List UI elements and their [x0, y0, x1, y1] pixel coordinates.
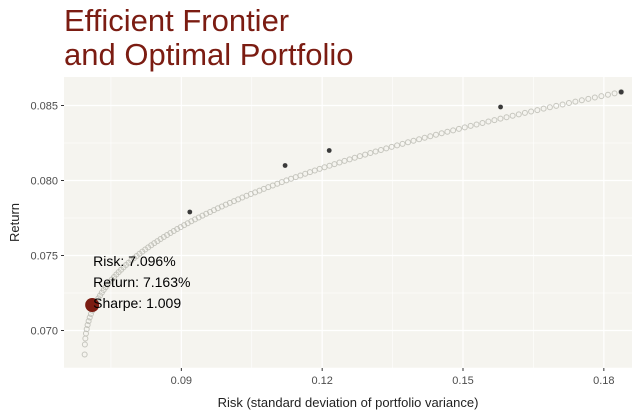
frontier-point: [421, 134, 428, 141]
frontier-point: [611, 90, 618, 97]
frontier-point: [534, 107, 541, 114]
chart-title-line-1: Efficient Frontier: [64, 3, 290, 38]
frontier-point: [85, 318, 92, 325]
frontier-point: [491, 117, 498, 124]
x-axis-title: Risk (standard deviation of portfolio va…: [218, 395, 479, 410]
y-tick-label: 0.080: [30, 176, 58, 188]
frontier-point: [553, 102, 560, 109]
highlighted-point: [187, 209, 193, 215]
chart-title-line-2: and Optimal Portfolio: [64, 37, 354, 72]
frontier-point: [86, 314, 93, 321]
highlighted-point: [618, 89, 624, 95]
frontier-point: [399, 140, 406, 147]
frontier-point: [515, 111, 522, 118]
frontier-point: [367, 150, 374, 157]
optimal-portfolio-point: [85, 298, 100, 312]
frontier-point: [432, 131, 439, 138]
frontier-point: [521, 109, 528, 116]
x-tick-label: 0.15: [452, 375, 473, 387]
frontier-point: [497, 115, 504, 122]
frontier-point: [455, 125, 462, 132]
frontier-point: [444, 128, 451, 135]
x-tick-label: 0.18: [593, 375, 614, 387]
x-tick-label: 0.12: [311, 375, 332, 387]
y-axis-ticks: 0.070 0.075 0.080 0.085: [30, 101, 64, 338]
frontier-point: [83, 326, 90, 333]
annotation-risk: Risk: 7.096%: [93, 253, 175, 269]
frontier-point: [356, 153, 363, 160]
frontier-point: [362, 151, 369, 158]
frontier-point: [585, 95, 592, 102]
frontier-point: [81, 341, 88, 348]
frontier-point: [341, 157, 348, 164]
frontier-point: [503, 114, 510, 121]
highlighted-point: [498, 104, 503, 110]
frontier-point: [405, 139, 411, 146]
highlighted-point: [282, 163, 288, 168]
frontier-point: [528, 108, 535, 115]
grid-major: [64, 77, 632, 368]
annotation-sharpe: Sharpe: 1.009: [93, 295, 181, 311]
y-tick-label: 0.085: [30, 101, 58, 113]
frontier-point: [410, 137, 417, 144]
frontier-point: [565, 100, 572, 107]
frontier-point: [479, 120, 486, 126]
frontier-point: [509, 112, 516, 119]
frontier-point: [546, 104, 553, 111]
frontier-point: [461, 124, 468, 131]
frontier-point: [473, 121, 480, 128]
frontier-point: [372, 148, 379, 155]
frontier-point: [604, 91, 611, 98]
frontier-point: [346, 156, 353, 163]
frontier-point: [377, 146, 384, 153]
frontier-point: [450, 127, 457, 134]
frontier-point: [388, 143, 395, 150]
frontier-point: [351, 154, 358, 161]
frontier-point: [84, 321, 91, 328]
frontier-point: [394, 142, 401, 149]
frontier-point: [383, 145, 390, 152]
frontier-point: [598, 93, 605, 100]
frontier-point: [572, 98, 579, 105]
frontier-point: [559, 101, 566, 108]
highlighted-points: [187, 89, 624, 215]
plot-panel: [64, 77, 632, 368]
x-tick-label: 0.09: [171, 375, 192, 387]
frontier-point: [591, 94, 598, 101]
frontier-point: [578, 97, 585, 104]
x-axis-ticks: 0.09 0.12 0.15 0.18: [171, 368, 615, 387]
frontier-point: [427, 133, 434, 140]
y-tick-label: 0.070: [30, 326, 58, 338]
grid-minor: [64, 77, 632, 369]
frontier-point: [540, 105, 547, 112]
frontier-point: [618, 89, 625, 95]
frontier-curve: [81, 89, 625, 358]
frontier-point: [485, 118, 492, 125]
frontier-point: [438, 130, 445, 137]
frontier-point: [416, 136, 423, 143]
y-axis-title: Return: [7, 203, 22, 242]
frontier-point: [467, 122, 474, 129]
frontier-point: [81, 351, 88, 358]
frontier-point: [336, 159, 343, 166]
y-tick-label: 0.075: [30, 251, 58, 263]
annotation-return: Return: 7.163%: [93, 274, 190, 290]
highlighted-point: [326, 148, 332, 153]
